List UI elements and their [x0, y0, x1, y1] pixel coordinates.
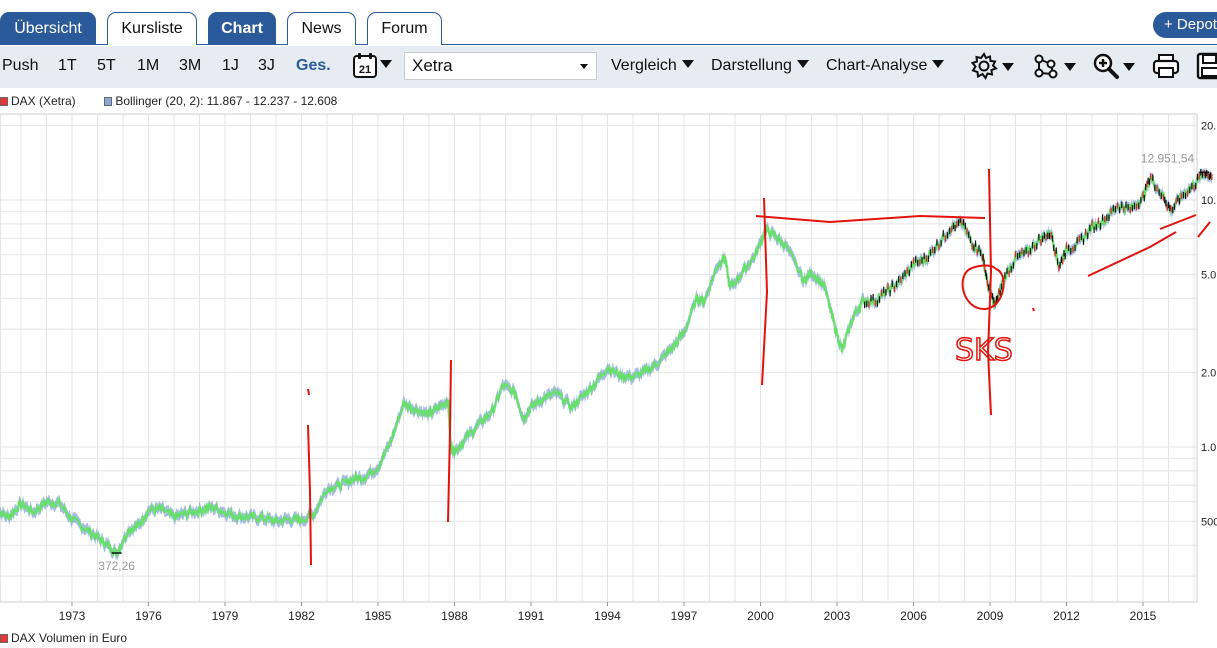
x-tick-label: 1982 [288, 609, 315, 623]
handdrawn-trendlines [1032, 214, 1211, 312]
indicators-button[interactable] [1032, 52, 1078, 80]
hand-drawn-annotations: SKS [307, 168, 1211, 566]
chart-annotations: 372,26 12.951,54 [98, 151, 1210, 573]
y-tick-label: 500 [1201, 516, 1217, 528]
chart-toolbar: Push 1T 5T 1M 3M 1J 3J Ges. 21 Xetra Ver… [0, 46, 1217, 88]
volume-legend: DAX Volumen in Euro [0, 631, 127, 645]
chart-legend: DAX (Xetra) Bollinger (20, 2): 11.867 - … [0, 94, 337, 110]
dropdown-arrow-icon [681, 60, 694, 68]
y-tick-label: 1.0 [1201, 442, 1216, 454]
period-1t[interactable]: 1T [58, 57, 77, 74]
x-tick-label: 2015 [1130, 609, 1157, 623]
x-tick-label: 1991 [518, 609, 545, 623]
main-tab-bar: Übersicht Kursliste Chart News Forum + D… [0, 0, 1217, 45]
vergleich-menu[interactable]: Vergleich [611, 57, 694, 75]
handdrawn-line-2009 [986, 168, 993, 416]
gear-icon [970, 52, 998, 80]
plot-area [0, 113, 1198, 603]
x-axis-labels: 1973 1976 1979 1982 1985 1988 1991 1994 1997 2000… [59, 602, 1157, 623]
x-tick-label: 1985 [365, 609, 392, 623]
exchange-select[interactable]: Xetra [404, 52, 597, 80]
exchange-value: Xetra [412, 56, 453, 75]
calendar-day: 21 [359, 64, 371, 76]
chart-analyse-label: Chart-Analyse [826, 57, 928, 74]
dropdown-arrow-icon [796, 60, 809, 68]
network-icon [1034, 54, 1058, 79]
handdrawn-circle-2009 [961, 264, 1005, 311]
price-series [0, 168, 1213, 559]
zoom-button[interactable] [1092, 52, 1138, 80]
calendar-icon[interactable]: 21 [353, 52, 377, 78]
settings-button[interactable] [970, 52, 1016, 80]
tab-forum[interactable]: Forum [367, 12, 442, 45]
add-depot-button[interactable]: + Depot [1153, 12, 1217, 38]
print-button[interactable] [1152, 52, 1182, 80]
x-tick-label: 1988 [441, 609, 468, 623]
volume-legend-swatch [0, 634, 8, 643]
chevron-down-icon [580, 64, 588, 69]
print-icon [1152, 54, 1180, 78]
period-1j[interactable]: 1J [222, 57, 239, 74]
period-1m[interactable]: 1M [137, 57, 160, 74]
y-tick-label: 10. [1201, 195, 1216, 207]
y-tick-label: 5.0 [1201, 269, 1216, 281]
x-tick-label: 2003 [824, 609, 851, 623]
handdrawn-line-1987 [447, 359, 452, 523]
x-tick-label: 1997 [671, 609, 698, 623]
x-tick-label: 1979 [212, 609, 239, 623]
x-tick-label: 2006 [900, 609, 927, 623]
calendar-dropdown-arrow[interactable] [380, 60, 392, 68]
high-value-label: 12.951,54 [1141, 151, 1195, 165]
y-tick-label: 20. [1201, 121, 1216, 133]
vergleich-label: Vergleich [611, 57, 677, 74]
zoom-icon [1093, 53, 1119, 79]
tab-chart[interactable]: Chart [208, 12, 276, 45]
x-tick-label: 2012 [1053, 609, 1080, 623]
tab-uebersicht[interactable]: Übersicht [0, 12, 96, 45]
period-5t[interactable]: 5T [97, 57, 116, 74]
tab-kursliste[interactable]: Kursliste [107, 12, 197, 45]
darstellung-label: Darstellung [711, 57, 792, 74]
x-tick-label: 2009 [977, 609, 1004, 623]
y-tick-label: 2.0 [1201, 368, 1216, 380]
period-3j[interactable]: 3J [258, 57, 275, 74]
price-chart[interactable]: 1973 1976 1979 1982 1985 1988 1991 1994 1997 2000… [0, 112, 1217, 632]
period-gesamt[interactable]: Ges. [296, 57, 331, 74]
handdrawn-top-line [755, 214, 986, 224]
y-axis-labels: 20. 10. 5.0 2.0 1.0 500 [1201, 121, 1217, 529]
save-icon [1196, 52, 1217, 80]
dax-legend-label: DAX (Xetra) [11, 94, 76, 108]
tab-news[interactable]: News [287, 12, 356, 45]
dax-legend-swatch [0, 97, 8, 106]
chart-grid [0, 113, 1198, 603]
x-tick-label: 2000 [747, 609, 774, 623]
bollinger-legend-swatch [104, 97, 113, 106]
x-tick-label: 1994 [594, 609, 621, 623]
period-3m[interactable]: 3M [179, 57, 202, 74]
chart-analyse-menu[interactable]: Chart-Analyse [826, 57, 945, 75]
volume-legend-label: DAX Volumen in Euro [11, 631, 128, 645]
handdrawn-text-sks: SKS [955, 333, 1013, 368]
bollinger-legend-label: Bollinger (20, 2): 11.867 - 12.237 - 12.… [115, 94, 338, 108]
darstellung-menu[interactable]: Darstellung [711, 57, 809, 75]
save-button[interactable] [1196, 52, 1217, 80]
dropdown-arrow-icon [932, 60, 945, 68]
handdrawn-line-1982 [307, 388, 312, 566]
x-tick-label: 1973 [59, 609, 86, 623]
x-tick-label: 1976 [135, 609, 162, 623]
period-push[interactable]: Push [2, 57, 39, 74]
handdrawn-line-2000 [761, 197, 769, 386]
low-value-label: 372,26 [98, 559, 135, 573]
